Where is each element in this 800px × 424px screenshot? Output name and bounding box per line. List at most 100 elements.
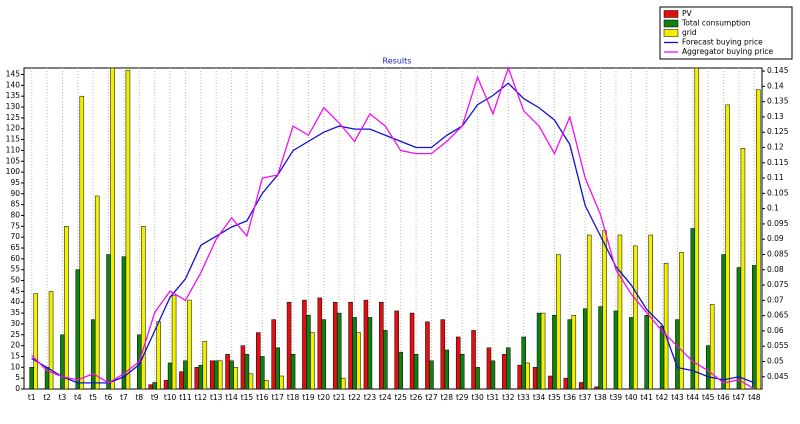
y-tick-label: 50 (10, 276, 20, 285)
bar (33, 293, 38, 390)
bar (340, 377, 346, 390)
y-tick-label: 75 (10, 221, 20, 230)
y-tick-label: 10 (10, 362, 20, 371)
bar (121, 256, 127, 390)
bar (256, 332, 261, 390)
y-tick-label: 60 (10, 254, 20, 263)
y-tick-label: 30 (10, 319, 20, 328)
bar (752, 265, 757, 390)
chart-title: Results (383, 57, 412, 66)
bar (64, 226, 69, 390)
bar (244, 354, 250, 390)
y2-tick-label: 0.045 (767, 372, 789, 381)
x-tick-label: t18 (287, 393, 300, 402)
bar (633, 245, 638, 390)
y-tick-label: 25 (10, 330, 20, 339)
x-tick-label: t10 (164, 393, 177, 402)
bar (455, 336, 461, 390)
bar (475, 367, 480, 390)
bar (659, 325, 665, 390)
y-tick-label: 20 (10, 341, 20, 350)
x-tick-label: t20 (318, 393, 331, 402)
bar (644, 315, 649, 390)
x-tick-label: t12 (195, 393, 208, 402)
x-tick-label: t29 (456, 393, 469, 402)
bar (106, 254, 111, 390)
y2-tick-label: 0.125 (767, 127, 789, 136)
x-tick-label: t22 (348, 393, 361, 402)
y2-tick-label: 0.05 (767, 356, 784, 365)
bar (198, 364, 204, 390)
bar (429, 360, 434, 390)
x-tick-label: t25 (394, 393, 407, 402)
bar (317, 297, 323, 390)
bar (367, 317, 373, 390)
bar (459, 354, 465, 390)
x-tick-label: t21 (333, 393, 346, 402)
y-tick-label: 135 (6, 91, 21, 100)
y2-tick-label: 0.085 (767, 249, 789, 258)
bar (663, 262, 669, 390)
y2-tick-label: 0.07 (767, 295, 784, 304)
x-tick-label: t5 (89, 393, 97, 402)
bar (94, 195, 100, 390)
x-tick-label: t41 (640, 393, 653, 402)
bar (736, 267, 742, 390)
bar (582, 308, 588, 390)
bar (213, 360, 219, 390)
y2-tick-label: 0.11 (767, 173, 784, 182)
bar (540, 312, 546, 390)
bar (48, 291, 54, 390)
x-tick-label: t32 (502, 393, 515, 402)
bar (167, 362, 173, 390)
bar (548, 375, 553, 390)
x-tick-label: t9 (151, 393, 159, 402)
bar (290, 354, 296, 390)
y-tick-label: 80 (10, 210, 20, 219)
x-tick-label: t40 (625, 393, 638, 402)
bar (578, 382, 584, 390)
bar (563, 377, 569, 390)
y2-tick-label: 0.055 (767, 341, 789, 350)
y2-tick-label: 0.08 (767, 265, 784, 274)
x-tick-label: t14 (225, 393, 238, 402)
y2-tick-label: 0.135 (767, 97, 789, 106)
bar (332, 301, 338, 390)
y2-tick-label: 0.105 (767, 188, 789, 197)
x-tick-label: t26 (410, 393, 423, 402)
y-tick-label: 115 (6, 135, 21, 144)
bar (567, 319, 573, 390)
bar (709, 304, 715, 390)
y-tick-label: 45 (10, 286, 20, 295)
bar (756, 89, 761, 390)
y-tick-label: 130 (6, 102, 21, 111)
x-tick-label: t1 (28, 393, 36, 402)
x-tick-label: t19 (302, 393, 315, 402)
y2-tick-label: 0.1 (767, 204, 779, 213)
bar (690, 228, 696, 390)
bar (352, 317, 357, 390)
bar (721, 254, 726, 390)
bar (202, 341, 208, 390)
x-tick-label: t44 (687, 393, 700, 402)
legend-swatch (663, 19, 679, 28)
bar (383, 330, 388, 390)
bar (306, 315, 311, 390)
bar (209, 360, 215, 390)
bar (525, 362, 530, 390)
y2-tick-label: 0.145 (767, 66, 789, 75)
x-tick-label: t46 (717, 393, 730, 402)
x-tick-label: t13 (210, 393, 223, 402)
bar (725, 104, 730, 390)
x-tick-label: t43 (671, 393, 684, 402)
bar (152, 382, 157, 390)
bar (183, 360, 188, 390)
y2-tick-label: 0.095 (767, 219, 789, 228)
legend-label: Forecast buying price (682, 38, 763, 47)
bar (490, 360, 496, 390)
bar (29, 367, 34, 390)
bar (240, 345, 246, 390)
bar (594, 386, 599, 390)
y2-tick-label: 0.14 (767, 81, 784, 90)
